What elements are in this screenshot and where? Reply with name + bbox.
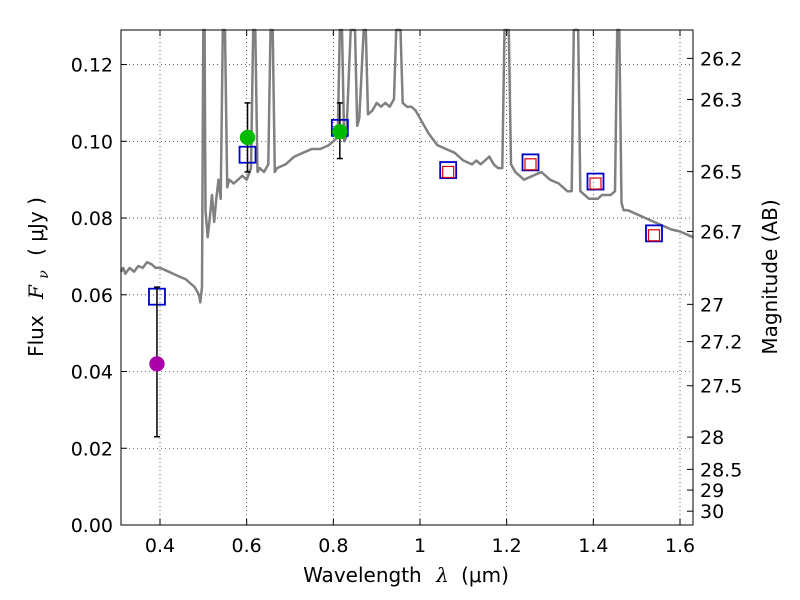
- y-axis-title: Flux F ν ( μJy ): [24, 197, 53, 357]
- x-tick-label: 0.4: [145, 535, 175, 557]
- x-tick-label: 1.2: [492, 535, 522, 557]
- x-tick-label: 1.4: [578, 535, 608, 557]
- y-tick-label: 0.06: [71, 285, 113, 307]
- x-axis-title-unit: (μm): [461, 563, 509, 587]
- y-axis-title-unit: ( μJy ): [24, 197, 48, 256]
- red-square-marker: [524, 158, 537, 171]
- y-tick-label: 0.12: [71, 55, 113, 77]
- x-tick-label: 0.6: [232, 535, 262, 557]
- red-square-marker: [442, 165, 455, 179]
- observed-point: [239, 129, 256, 146]
- observed-point: [149, 356, 165, 372]
- y-tick-label: 0.02: [71, 438, 113, 460]
- x-tick-label: 0.8: [318, 535, 348, 557]
- y2-tick-label: 28: [700, 427, 724, 449]
- x-axis-title: Wavelength λ (μm): [303, 563, 509, 587]
- y2-tick-label: 26.3: [700, 89, 742, 111]
- y2-tick-label: 27.5: [700, 376, 742, 398]
- x-axis-title-symbol: λ: [435, 563, 449, 587]
- y-axis-title-symbol: F: [24, 284, 48, 300]
- y-tick-label: 0.00: [71, 515, 113, 537]
- y2-tick-label: 26.5: [700, 162, 742, 184]
- y2-tick-label: 27: [700, 294, 724, 316]
- x-tick-label: 1.6: [665, 535, 695, 557]
- y2-tick-label: 30: [700, 501, 724, 523]
- plot-background: [121, 30, 693, 525]
- y-tick-label: 0.08: [71, 208, 113, 230]
- y2-tick-label: 29: [700, 480, 724, 502]
- x-axis-title-text: Wavelength: [303, 563, 422, 587]
- y-tick-label: 0.10: [71, 131, 113, 153]
- observed-point: [332, 123, 348, 140]
- grid: [121, 30, 693, 525]
- y-axis-title-text: Flux: [24, 315, 48, 357]
- y2-axis-title: Magnitude (AB): [758, 199, 782, 354]
- y-tick-label: 0.04: [71, 362, 113, 384]
- y2-tick-label: 27.2: [700, 332, 742, 354]
- y2-tick-label: 26.7: [700, 221, 742, 243]
- plot-frame: [120, 29, 694, 526]
- y2-tick-label: 26.2: [700, 48, 742, 70]
- ticks: 0.4 0.6 0.8 1 1.2 1.4 1.6 0.00 0.02 0.04 0.06 0.08 0…: [71, 30, 742, 557]
- y2-tick-label: 28.5: [700, 459, 742, 481]
- red-square-marker: [589, 177, 602, 190]
- x-tick-label: 1: [414, 535, 426, 557]
- red-square-marker: [647, 229, 661, 242]
- y-axis-title-subscript: ν: [36, 270, 52, 279]
